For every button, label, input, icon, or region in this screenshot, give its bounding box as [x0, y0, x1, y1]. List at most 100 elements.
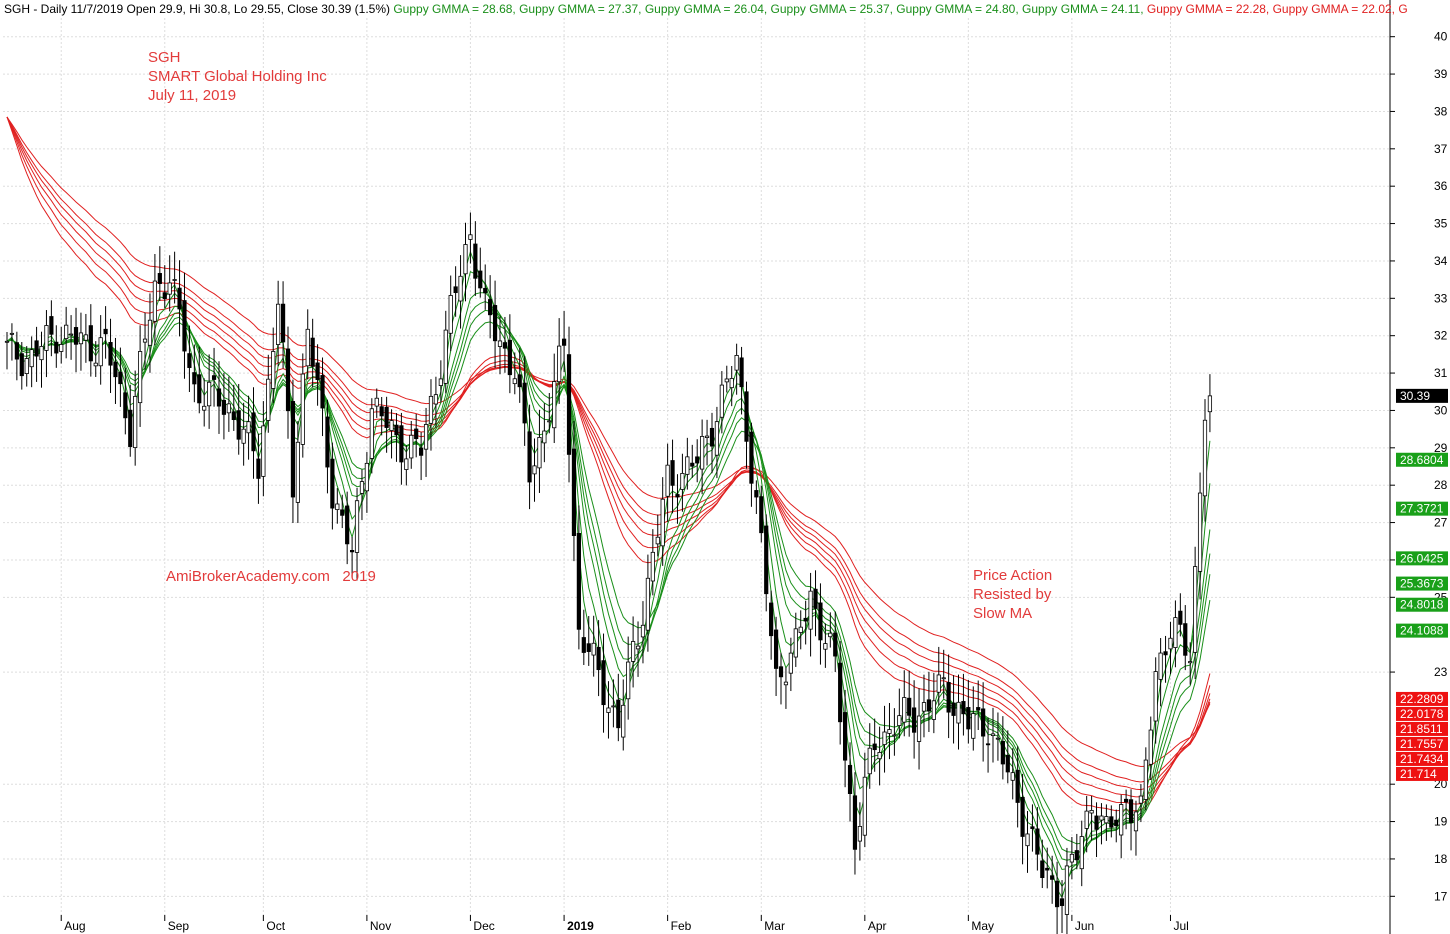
- company-note: SMART Global Holding Inc: [148, 68, 327, 85]
- candle-body: [576, 533, 581, 630]
- header-segment: Guppy GMMA = 22.02, G: [1269, 2, 1407, 16]
- fast-ma-tag-bg: [1396, 551, 1448, 566]
- candle-body: [788, 652, 793, 674]
- slow-ma-tag: 21.8511: [1400, 722, 1443, 736]
- candle-body: [93, 362, 98, 367]
- header-segment: Guppy GMMA = 26.04,: [641, 2, 767, 16]
- candle-body: [1035, 828, 1040, 855]
- candle-body: [1054, 880, 1060, 908]
- y-tick-label: 40: [1434, 30, 1448, 44]
- candle-body: [1183, 623, 1188, 656]
- annotation-line2: Resisted by: [973, 586, 1052, 603]
- candle-body: [182, 300, 187, 352]
- candle-body: [941, 677, 946, 680]
- candle-body: [916, 715, 922, 742]
- candle-body: [1197, 492, 1203, 572]
- candle-body: [103, 328, 108, 335]
- candle-body: [34, 340, 39, 357]
- candle-body: [448, 295, 453, 334]
- slow-ma-tag-bg: [1396, 691, 1448, 706]
- candle-body: [867, 747, 872, 775]
- candle-body: [271, 351, 276, 389]
- candle-body: [714, 421, 720, 456]
- candle-body: [473, 243, 478, 279]
- candle-body: [231, 411, 236, 421]
- candle-body: [502, 342, 508, 349]
- header-segment: Guppy GMMA = 22.28,: [1144, 2, 1270, 16]
- candle-body: [1178, 610, 1183, 625]
- y-tick-label: 31: [1434, 366, 1448, 380]
- candle-body: [423, 424, 429, 450]
- y-tick-label: 28: [1434, 478, 1448, 492]
- candle-body: [1207, 395, 1213, 413]
- candle-body: [226, 403, 231, 414]
- candle-body: [566, 354, 572, 455]
- candle-body: [59, 344, 64, 352]
- candle-body: [458, 275, 463, 302]
- candle-body: [167, 282, 172, 295]
- candlestick-layer: [4, 212, 1213, 934]
- y-tick-label: 35: [1434, 217, 1448, 231]
- candle-body: [211, 375, 217, 380]
- fast-ma-tag-bg: [1396, 576, 1448, 591]
- candle-body: [349, 550, 355, 553]
- candle-body: [19, 353, 24, 377]
- candle-body: [635, 645, 641, 650]
- candle-body: [557, 345, 562, 383]
- candle-body: [921, 702, 927, 712]
- candle-body: [877, 752, 882, 760]
- candle-body: [606, 707, 611, 713]
- candle-body: [4, 340, 10, 343]
- candle-body: [685, 456, 690, 475]
- candle-body: [83, 334, 88, 341]
- candle-body: [468, 234, 473, 240]
- candle-body: [1045, 867, 1050, 871]
- y-tick-label: 36: [1434, 179, 1448, 193]
- candle-body: [128, 409, 133, 447]
- candle-body: [428, 395, 434, 424]
- candle-body: [177, 287, 182, 310]
- candle-body: [966, 707, 971, 730]
- candle-body: [872, 743, 877, 751]
- candle-body: [49, 316, 54, 335]
- candle-body: [172, 279, 177, 281]
- candle-body: [754, 490, 759, 498]
- candle-body: [54, 341, 59, 354]
- candle-body: [719, 384, 724, 418]
- candle-body: [724, 378, 729, 383]
- candle-body: [290, 401, 296, 498]
- slow-ma-line: [6, 116, 1211, 783]
- candle-body: [1163, 651, 1168, 656]
- candle-body: [601, 660, 606, 706]
- candle-body: [433, 394, 439, 405]
- candle-body: [823, 643, 828, 650]
- last-close-tag: 30.39: [1400, 389, 1430, 403]
- fast-ma-tag-bg: [1396, 501, 1448, 516]
- slow-ma-line: [6, 116, 1211, 812]
- candle-body: [621, 704, 626, 738]
- candle-body: [108, 342, 113, 366]
- slow-ma-tag-bg: [1396, 751, 1448, 766]
- candle-body: [596, 647, 601, 671]
- slow-ma-tag-bg: [1396, 736, 1448, 751]
- candle-body: [1104, 816, 1109, 824]
- candle-body: [976, 707, 981, 711]
- candle-body: [744, 391, 749, 442]
- candle-body: [803, 617, 808, 622]
- candle-body: [990, 733, 996, 737]
- candle-body: [142, 338, 148, 343]
- candle-body: [78, 332, 84, 345]
- candle-body: [374, 397, 379, 407]
- candle-body: [1084, 810, 1089, 829]
- header-segment: Guppy GMMA = 25.37,: [767, 2, 893, 16]
- candle-body: [852, 795, 858, 850]
- candle-body: [537, 436, 542, 469]
- candle-body: [902, 697, 907, 723]
- y-tick-label: 33: [1434, 291, 1448, 305]
- candle-body: [581, 637, 586, 653]
- candle-body: [463, 244, 468, 275]
- candle-body: [882, 731, 887, 745]
- candle-body: [443, 329, 448, 384]
- candle-body: [1148, 729, 1153, 765]
